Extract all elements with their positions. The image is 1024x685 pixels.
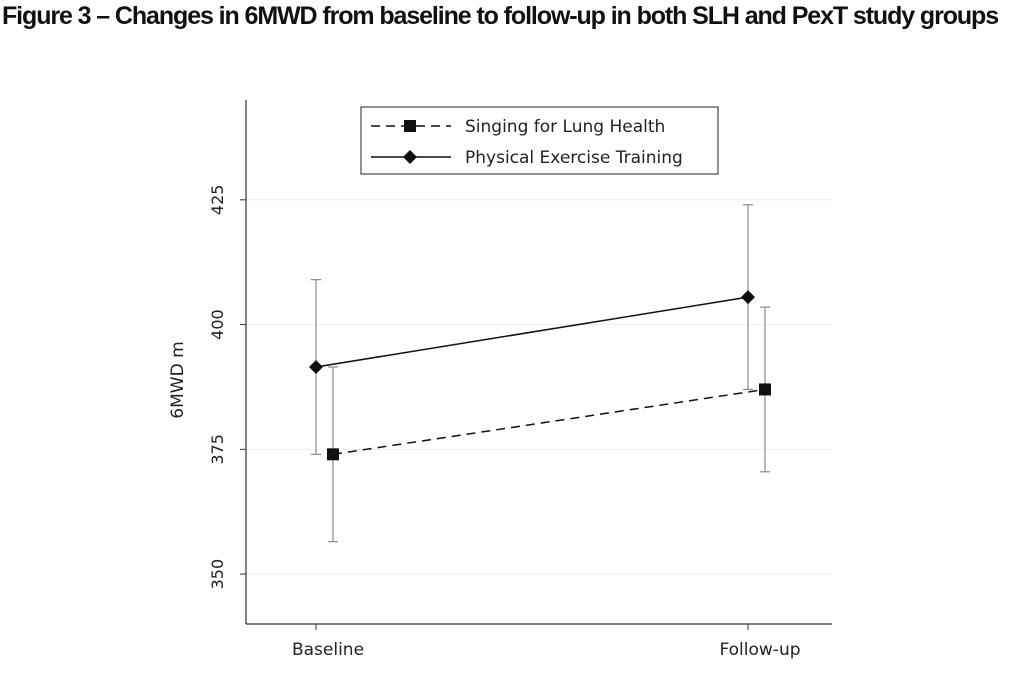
y-tick-label: 350	[208, 559, 227, 590]
y-ticks: 350 375 400 425	[208, 185, 246, 590]
legend-marker-square	[404, 120, 416, 132]
data-point-square	[759, 383, 771, 396]
data-point-diamond	[309, 359, 323, 374]
data-point-diamond	[741, 290, 755, 305]
legend-label-1: Physical Exercise Training	[465, 148, 683, 168]
legend-marker-diamond	[403, 150, 417, 164]
legend-label-0: Singing for Lung Health	[465, 117, 665, 137]
axes	[245, 100, 832, 625]
data-point-square	[327, 448, 339, 461]
x-ticks: Baseline Follow-up	[292, 624, 801, 660]
figure-title: Figure 3 – Changes in 6MWD from baseline…	[2, 2, 999, 30]
y-tick-label: 375	[208, 434, 227, 465]
series-line	[315, 296, 749, 368]
series-0	[327, 306, 771, 543]
legend: Singing for Lung Health Physical Exercis…	[360, 106, 719, 175]
legend-box	[360, 106, 719, 175]
series-1	[309, 204, 755, 455]
y-tick-label: 425	[208, 185, 227, 216]
series	[309, 204, 771, 543]
y-tick-label: 400	[208, 309, 227, 340]
x-tick-label: Follow-up	[719, 640, 800, 660]
y-axis-label: 6MWD m	[168, 341, 188, 418]
series-line	[332, 388, 766, 456]
grid-lines	[246, 199, 832, 575]
x-tick-label: Baseline	[292, 640, 364, 660]
